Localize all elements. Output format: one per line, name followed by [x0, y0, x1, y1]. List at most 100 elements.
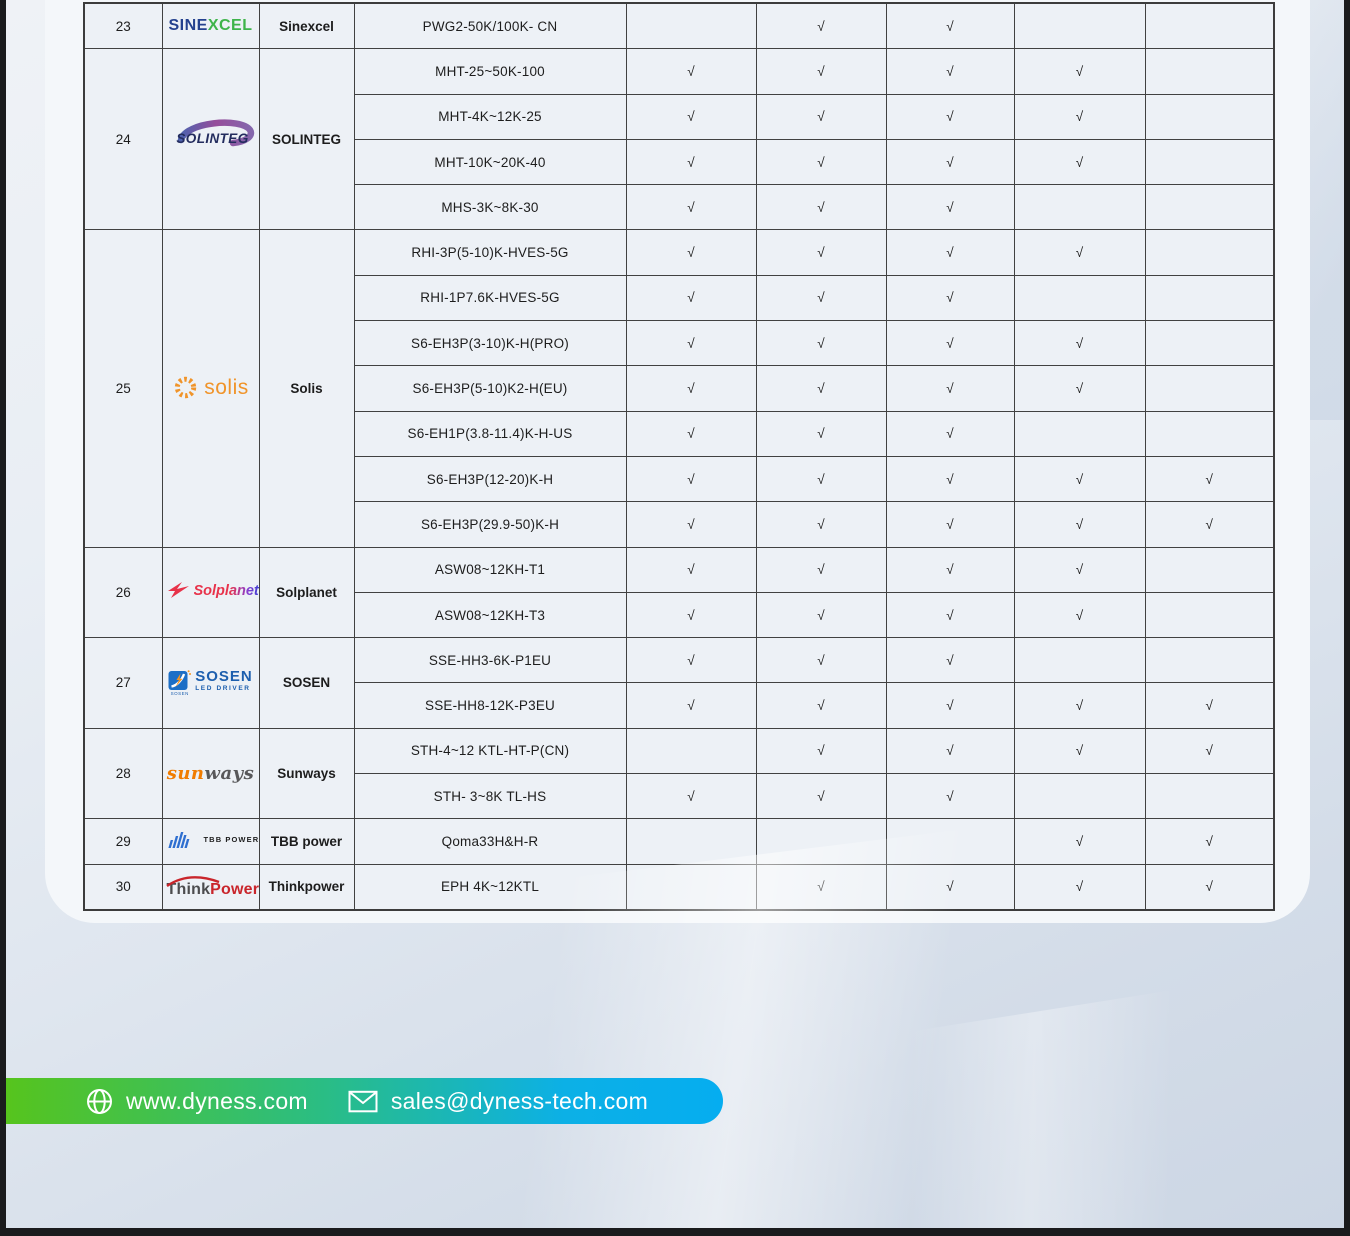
cell-model-name: MHT-25~50K-100 [353, 48, 627, 95]
cell-compatibility-check-col1: √ [625, 773, 757, 820]
cell-compatibility-check-col1: √ [625, 93, 757, 140]
cell-compatibility-check-col2: √ [755, 727, 887, 775]
cell-compatibility-check-col5 [1144, 365, 1275, 412]
cell-compatibility-check-col5 [1144, 637, 1275, 684]
footer-contact-bar: www.dyness.com sales@dyness-tech.com [0, 1078, 723, 1124]
cell-compatibility-check-col5 [1144, 138, 1275, 186]
cell-brand-logo: ThinkPower [161, 863, 260, 911]
cell-brand-logo: TBB POWER [161, 818, 260, 865]
cell-brand-logo: SOSEN SOSEN LED DRIVER [161, 637, 260, 729]
cell-model-name: STH-4~12 KTL-HT-P(CN) [353, 727, 627, 775]
table-row: MHT-4K~12K-25 √ √ √ √ [84, 93, 1275, 140]
table-row: ASW08~12KH-T3 √ √ √ √ [84, 591, 1275, 639]
cell-compatibility-check-col2: √ [755, 863, 887, 911]
sinexcel-logo: SINEXCEL [168, 17, 253, 35]
cell-brand-name: Solplanet [258, 546, 355, 639]
mail-icon [348, 1090, 378, 1112]
sunways-logo: sunways [166, 762, 255, 784]
cell-compatibility-check-col1: √ [625, 184, 757, 231]
cell-compatibility-check-col2: √ [755, 773, 887, 820]
cell-compatibility-check-col2: √ [755, 682, 887, 729]
cell-compatibility-check-col5 [1144, 773, 1275, 820]
table-row: 29 TBB POWER TBB power Qoma33H&H-R √ √ [83, 818, 1275, 865]
cell-compatibility-check-col4 [1013, 410, 1146, 457]
cell-compatibility-check-col3: √ [885, 320, 1015, 367]
cell-model-name: RHI-1P7.6K-HVES-5G [353, 274, 627, 322]
cell-brand-name: Sinexcel [258, 2, 355, 50]
cell-model-name: RHI-3P(5-10)K-HVES-5G [353, 229, 627, 276]
cell-model-name: Qoma33H&H-R [353, 818, 627, 865]
cell-compatibility-check-col3: √ [885, 274, 1015, 322]
cell-compatibility-check-col3: √ [885, 410, 1015, 457]
table-row: S6-EH1P(3.8-11.4)K-H-US √ √ √ [84, 410, 1275, 457]
cell-compatibility-check-col5: √ [1144, 682, 1275, 729]
cell-brand-logo: Solplanet [161, 546, 260, 639]
solplanet-logo: Solplanet [167, 581, 258, 600]
table-row: RHI-1P7.6K-HVES-5G √ √ √ [84, 274, 1275, 322]
tbb-power-logo: TBB POWER [167, 831, 258, 848]
cell-model-name: ASW08~12KH-T1 [353, 546, 627, 593]
cell-row-number: 29 [83, 818, 163, 865]
cell-model-name: S6-EH3P(12-20)K-H [353, 455, 627, 503]
cell-model-name: STH- 3~8K TL-HS [353, 773, 627, 820]
cell-compatibility-check-col4 [1013, 773, 1146, 820]
cell-compatibility-check-col4: √ [1013, 93, 1146, 140]
cell-brand-logo: solis [161, 229, 260, 548]
cell-compatibility-check-col2: √ [755, 184, 887, 231]
cell-row-number: 27 [83, 637, 163, 729]
cell-compatibility-check-col3: √ [885, 727, 1015, 775]
cell-compatibility-check-col4: √ [1013, 501, 1146, 548]
table-row: MHT-10K~20K-40 √ √ √ √ [84, 138, 1275, 186]
cell-compatibility-check-col1: √ [625, 501, 757, 548]
cell-model-name: S6-EH3P(5-10)K2-H(EU) [353, 365, 627, 412]
email-group: sales@dyness-tech.com [348, 1088, 648, 1115]
cell-brand-name: TBB power [258, 818, 355, 865]
cell-compatibility-check-col2: √ [755, 93, 887, 140]
cell-brand-name: Sunways [258, 727, 355, 820]
cell-model-name: SSE-HH8-12K-P3EU [353, 682, 627, 729]
cell-compatibility-check-col1 [625, 2, 757, 50]
frame-edge-bottom [0, 1228, 1350, 1236]
cell-compatibility-check-col3: √ [885, 591, 1015, 639]
cell-compatibility-check-col3: √ [885, 365, 1015, 412]
thinkpower-logo: ThinkPower [165, 875, 258, 898]
website-group: www.dyness.com [86, 1088, 308, 1115]
cell-compatibility-check-col5: √ [1144, 501, 1275, 548]
solis-logo: solis [172, 374, 249, 401]
cell-compatibility-check-col4 [1013, 2, 1146, 50]
cell-compatibility-check-col1: √ [625, 682, 757, 729]
cell-model-name: SSE-HH3-6K-P1EU [353, 637, 627, 684]
email-text: sales@dyness-tech.com [390, 1087, 649, 1114]
cell-row-number: 23 [83, 2, 163, 50]
globe-icon [87, 1088, 112, 1114]
website-text: www.dyness.com [126, 1087, 308, 1114]
cell-compatibility-check-col3: √ [885, 229, 1015, 276]
background-wave [226, 905, 1350, 1236]
cell-compatibility-check-col4: √ [1013, 863, 1146, 911]
cell-compatibility-check-col1: √ [625, 365, 757, 412]
cell-compatibility-check-col3 [885, 818, 1015, 865]
cell-brand-name: SOSEN [258, 637, 355, 729]
cell-compatibility-check-col5 [1144, 320, 1275, 367]
cell-compatibility-check-col1: √ [625, 138, 757, 186]
cell-model-name: S6-EH3P(3-10)K-H(PRO) [353, 320, 627, 367]
cell-compatibility-check-col1: √ [625, 637, 757, 684]
cell-compatibility-check-col2: √ [755, 501, 887, 548]
cell-row-number: 24 [83, 48, 163, 231]
cell-compatibility-check-col5 [1144, 184, 1275, 231]
cell-model-name: MHT-10K~20K-40 [353, 138, 627, 186]
frame-edge-left [0, 0, 6, 1236]
cell-compatibility-check-col1: √ [625, 455, 757, 503]
cell-compatibility-check-col3: √ [885, 184, 1015, 231]
table-row: 30 ThinkPower Thinkpower EPH 4K~12KTL √ √ √ √ [83, 863, 1275, 911]
cell-compatibility-check-col3: √ [885, 863, 1015, 911]
cell-model-name: ASW08~12KH-T3 [353, 591, 627, 639]
cell-compatibility-check-col5 [1144, 93, 1275, 140]
compatibility-table: 23 SINEXCEL Sinexcel PWG2-50K/100K- CN √ √ 24 … [83, 2, 1275, 911]
cell-compatibility-check-col2: √ [755, 410, 887, 457]
table-row: 25 solis Solis RHI-3P(5-10)K-HVES-5G √ √ √ √ [83, 229, 1275, 548]
cell-compatibility-check-col4: √ [1013, 365, 1146, 412]
table-row: S6-EH3P(3-10)K-H(PRO) √ √ √ √ [84, 320, 1275, 367]
cell-compatibility-check-col2 [755, 818, 887, 865]
cell-compatibility-check-col4: √ [1013, 727, 1146, 775]
